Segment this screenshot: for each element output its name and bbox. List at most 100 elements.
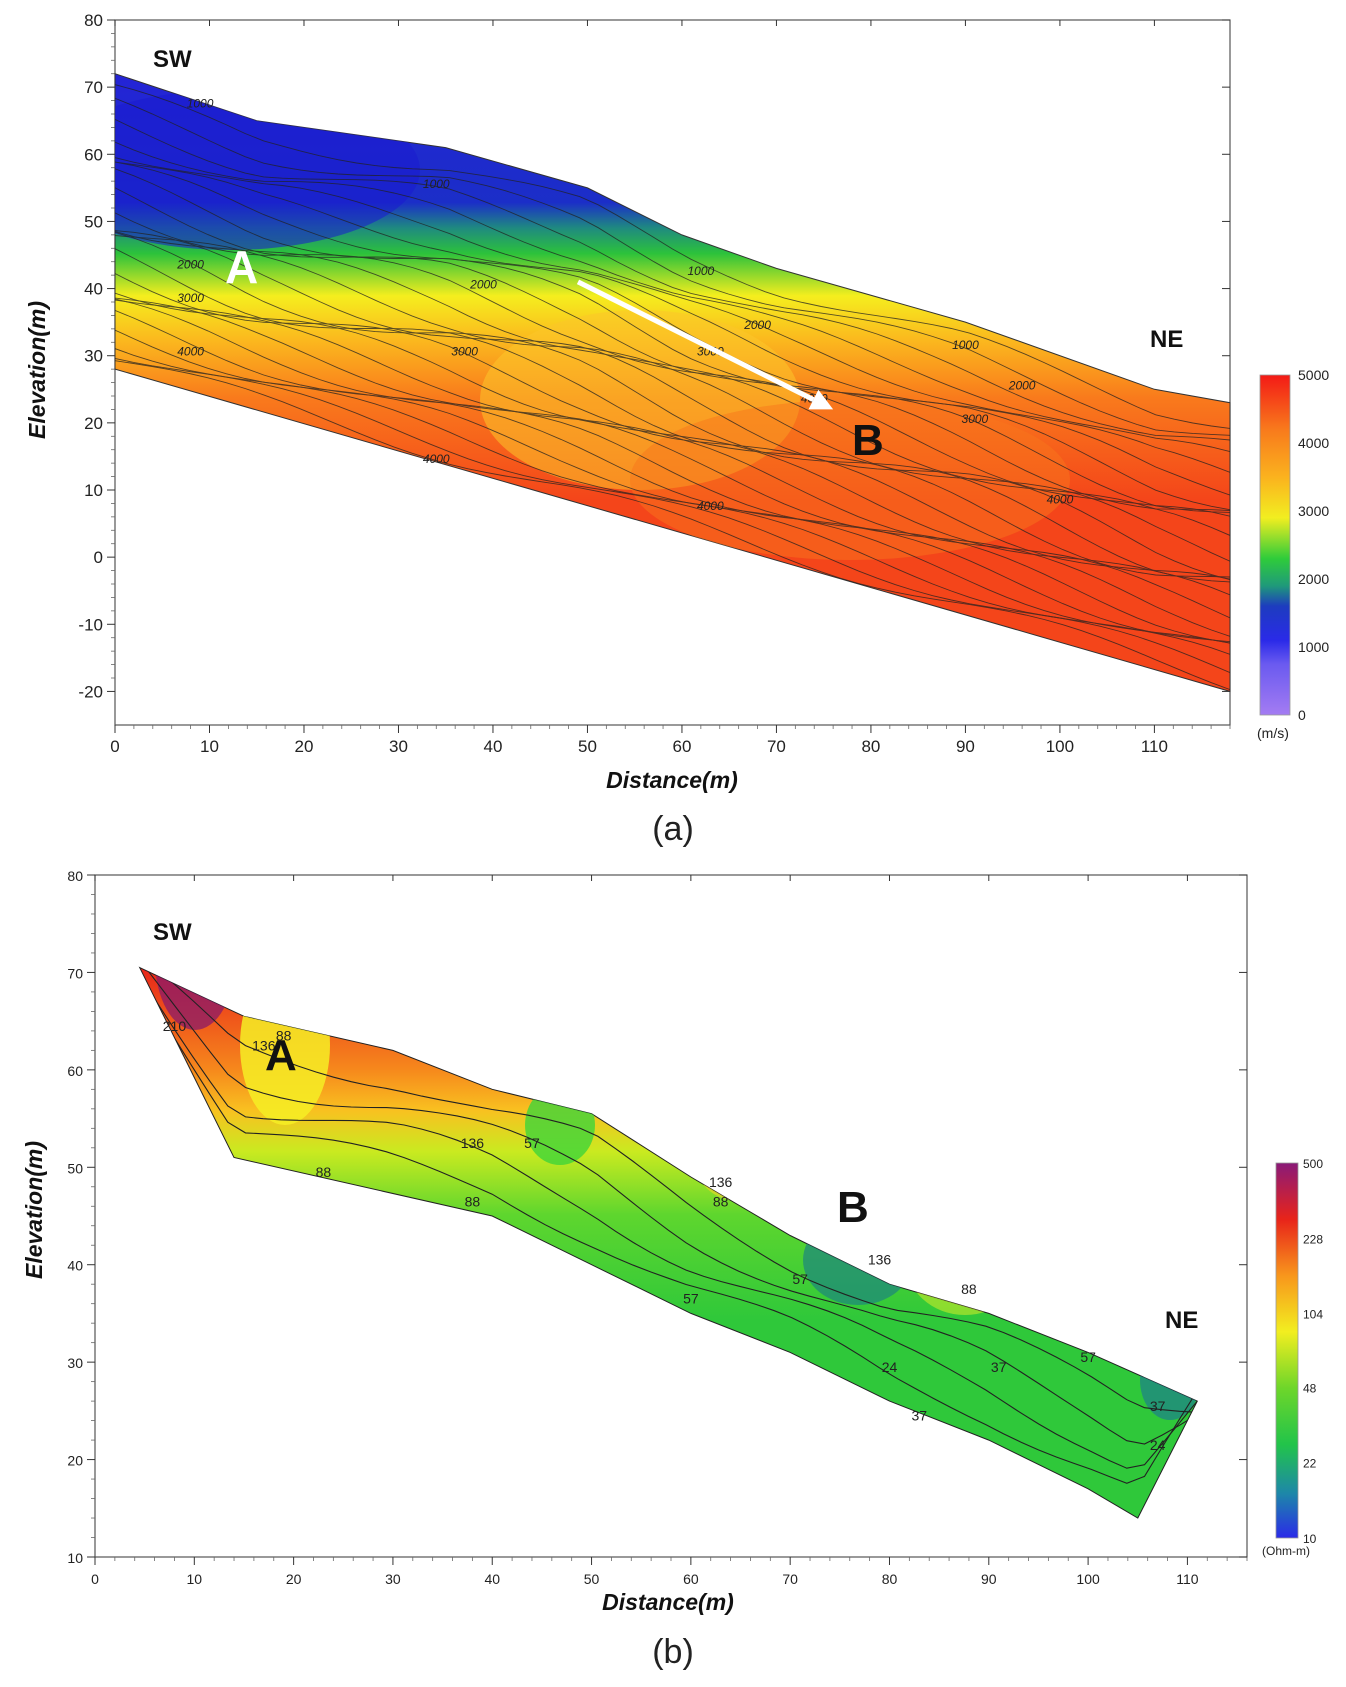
colorbar-ticks: 10 22 48 104 228 500 [1303,1157,1323,1546]
contour-label: 3000 [451,345,478,359]
contour-line [115,309,1230,643]
x-tick-label: 110 [1141,737,1168,756]
contour-line [115,292,1230,596]
contour-line [115,84,1230,429]
contour-label: 37 [911,1408,927,1424]
axes: 0 10 20 30 40 50 60 70 80 90 100 110 10 20 30 40 50 60 70 8… [67,868,1248,1587]
x-tick-label: 90 [981,1571,997,1587]
colorbar-tick-label: 48 [1303,1382,1317,1396]
contour-label: 2000 [1008,378,1036,392]
colorbar-tick-label: 2000 [1298,571,1329,587]
contour-label: 136 [868,1252,892,1268]
x-tick-label: 20 [295,737,314,756]
y-tick-label: -10 [78,615,103,634]
contour-label: 57 [524,1135,540,1151]
contour-label: 4000 [423,452,450,466]
contour-label: 4000 [697,499,724,513]
contour-label: 1000 [423,177,450,191]
y-tick-label: 80 [67,868,83,884]
contour-line [115,168,1230,513]
contour-line [139,974,1198,1469]
contour-label: 57 [683,1291,699,1307]
x-tick-label: 40 [484,737,503,756]
contour-line [115,235,1230,562]
velocity-chart: 0 10 20 30 40 50 60 70 80 90 100 110 -20 -10 0 10 20 30 40… [24,11,1329,848]
y-tick-label: 70 [67,965,83,981]
y-tick-label: 10 [67,1550,83,1566]
label-sw: SW [153,919,192,946]
caption-b: (b) [652,1633,694,1671]
y-tick-label: 50 [67,1160,83,1176]
contour-line [115,157,1230,473]
y-axis-title: Elevation(m) [24,301,50,439]
contour-label: 1000 [187,96,214,110]
y-tick-label: 30 [67,1355,83,1371]
contour-line [115,273,1230,580]
contour-line [115,358,1230,674]
x-tick-label: 10 [200,737,219,756]
colorbar [1259,374,1291,716]
contour-line [115,298,1230,644]
contour-line [139,979,1198,1484]
contour-line [115,97,1230,436]
resistivity-chart: 0 10 20 30 40 50 60 70 80 90 100 110 10 20 30 40 50 60 70 8… [21,868,1323,1671]
x-tick-label: 70 [767,737,786,756]
x-axis-title: Distance(m) [602,1589,734,1615]
axes: 0 10 20 30 40 50 60 70 80 90 100 110 -20 -10 0 10 20 30 40… [78,11,1231,756]
contour-line [115,230,1230,536]
contour-label: 2000 [469,278,497,292]
x-tick-label: 50 [578,737,597,756]
contour-label: 88 [316,1164,332,1180]
x-tick-label: 70 [782,1571,798,1587]
x-tick-label: 40 [484,1571,500,1587]
contour-line [115,360,1230,691]
y-tick-label: 40 [84,280,103,299]
contour-label: 3000 [697,345,724,359]
contour-label: 88 [276,1028,292,1044]
x-tick-label: 10 [187,1571,203,1587]
x-tick-label: 0 [110,737,119,756]
colorbar-tick-label: 10 [1303,1532,1317,1546]
contour-line [115,297,1230,637]
contour-line [115,161,1230,496]
zone-b-label: B [837,1183,869,1232]
y-tick-label: 20 [67,1453,83,1469]
x-tick-label: 100 [1046,737,1074,756]
high-resistivity-crest [540,1030,660,1090]
contour-label: 37 [1150,1398,1166,1414]
contour-label: 24 [1150,1437,1166,1453]
contour-label: 136 [252,1037,276,1053]
x-tick-label: 60 [683,1571,699,1587]
colorbar-tick-label: 4000 [1298,435,1329,451]
high-resistivity-sw [155,967,235,1030]
y-tick-label: 50 [84,212,103,231]
y-tick-label: 80 [84,11,103,30]
x-tick-label: 0 [91,1571,99,1587]
contour-line [115,248,1230,578]
x-tick-label: 80 [861,737,880,756]
contour-label: 57 [1080,1349,1096,1365]
x-tick-label: 50 [584,1571,600,1587]
arrow-head [808,389,834,410]
zone-a-label: A [225,241,258,293]
moderate-resistivity-lens [695,1120,775,1200]
y-axis-title: Elevation(m) [21,1141,47,1279]
y-tick-label: 70 [84,78,103,97]
contour-label: 37 [991,1359,1007,1375]
contour-label: 88 [465,1193,481,1209]
colorbar-tick-label: 1000 [1298,639,1329,655]
colorbar-unit: (m/s) [1257,725,1289,741]
contour-label: 1000 [952,338,979,352]
x-tick-label: 90 [956,737,975,756]
y-tick-label: 60 [67,1063,83,1079]
contour-label: 2000 [743,318,771,332]
label-ne: NE [1165,1307,1198,1334]
zone-a-body [347,977,387,1013]
caption-a: (a) [652,810,694,848]
contour-label: 57 [792,1271,808,1287]
y-tick-label: 0 [94,548,103,567]
colorbar-tick-label: 0 [1298,707,1306,723]
contour-line [115,299,1230,619]
contour-line [115,141,1230,453]
contour-labels: 1000 1000 1000 1000 2000 2000 2000 2000 3000 3000… [176,96,1073,513]
